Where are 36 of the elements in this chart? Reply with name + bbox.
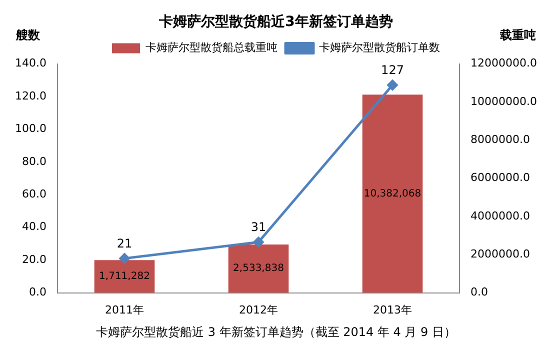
y-tick-label: 60.0: [22, 188, 46, 201]
data-label: 1,711,282: [99, 271, 150, 282]
y-tick-label: 120.0: [14, 89, 46, 102]
y-tick-label: 100.0: [14, 122, 46, 136]
point: [119, 253, 130, 264]
legend-label: 卡姆萨尔型散货船订单数: [319, 41, 440, 54]
bar: [228, 244, 289, 293]
y-axis-title: 艘数: [15, 28, 41, 42]
data-label: 31: [250, 220, 266, 234]
x-tick-label: 2012年: [239, 303, 278, 316]
text: 卡姆萨尔型散货船近 3 年新签订单趋势（截至 2014 年 4 月 9 日）: [95, 324, 457, 341]
data-label: 2,533,838: [233, 263, 284, 274]
y-tick-label: 140.0: [14, 56, 46, 70]
data-label: 127: [381, 63, 404, 78]
y-tick-label: 40.0: [22, 220, 46, 234]
data-label: 21: [116, 236, 132, 251]
y-tick-label: 80.0: [22, 154, 46, 168]
point: [387, 80, 398, 90]
y2-tick-label: 4000000.0: [470, 209, 530, 222]
chart-title: 卡姆萨尔型散货船近3年新签订单趋势: [158, 13, 393, 30]
y2-tick-label: 0.0: [470, 286, 488, 299]
y2-tick-label: 10000000.0: [470, 94, 537, 108]
bar: [362, 94, 423, 293]
point: [253, 236, 264, 248]
x-tick-label: 2011年: [104, 303, 144, 316]
x-tick-label: 2013年: [373, 303, 412, 316]
data-label: 10,382,068: [364, 188, 422, 200]
legend-label: 卡姆萨尔型散货船总载重吨: [146, 41, 278, 54]
y2-tick-label: 12000000.0: [470, 56, 537, 70]
bar: [94, 260, 155, 293]
y2-tick-label: 6000000.0: [470, 171, 530, 184]
y2-axis-title: 载重吨: [499, 28, 536, 42]
y-tick-label: 0.0: [28, 286, 46, 299]
y-tick-label: 20.0: [22, 252, 46, 266]
y2-tick-label: 8000000.0: [470, 132, 530, 146]
y2-tick-label: 2000000.0: [470, 247, 530, 260]
